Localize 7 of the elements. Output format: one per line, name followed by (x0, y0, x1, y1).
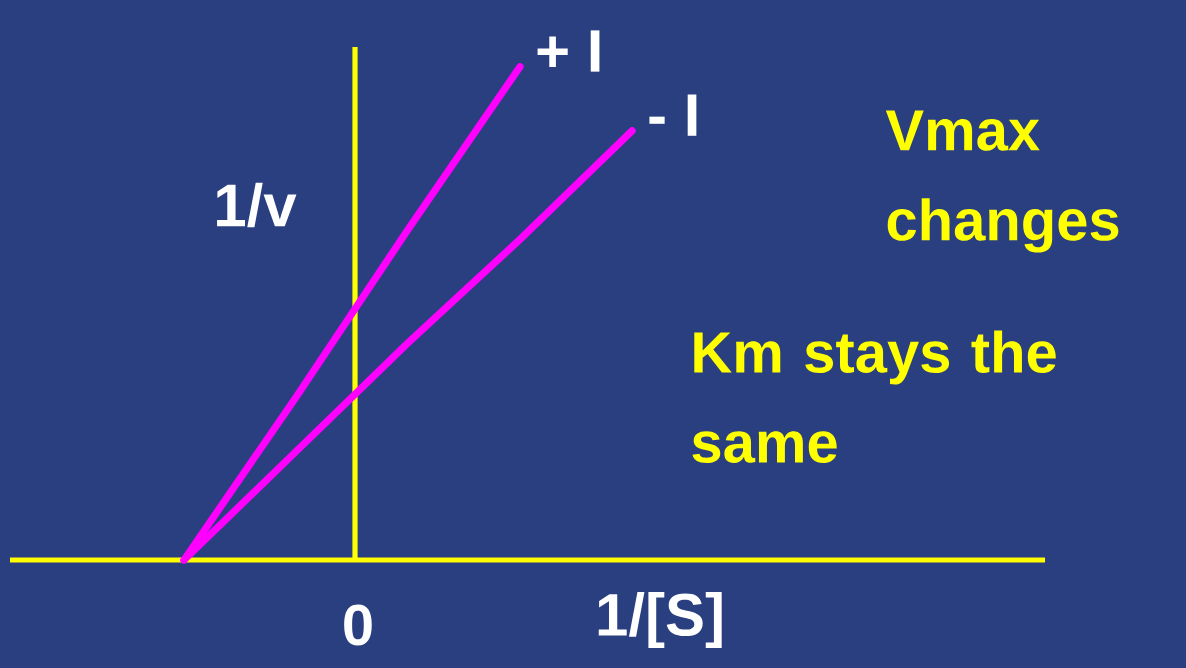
text: 0 (344, 604, 372, 646)
x-axis-title: 1/[S] (598, 592, 722, 648)
text: Km stays the same (692, 330, 1056, 463)
text: Vmax changes (885, 110, 1119, 253)
series-label: + I (537, 30, 600, 72)
y-axis-title: 1/v (217, 182, 297, 228)
series-label: - I (649, 94, 697, 136)
